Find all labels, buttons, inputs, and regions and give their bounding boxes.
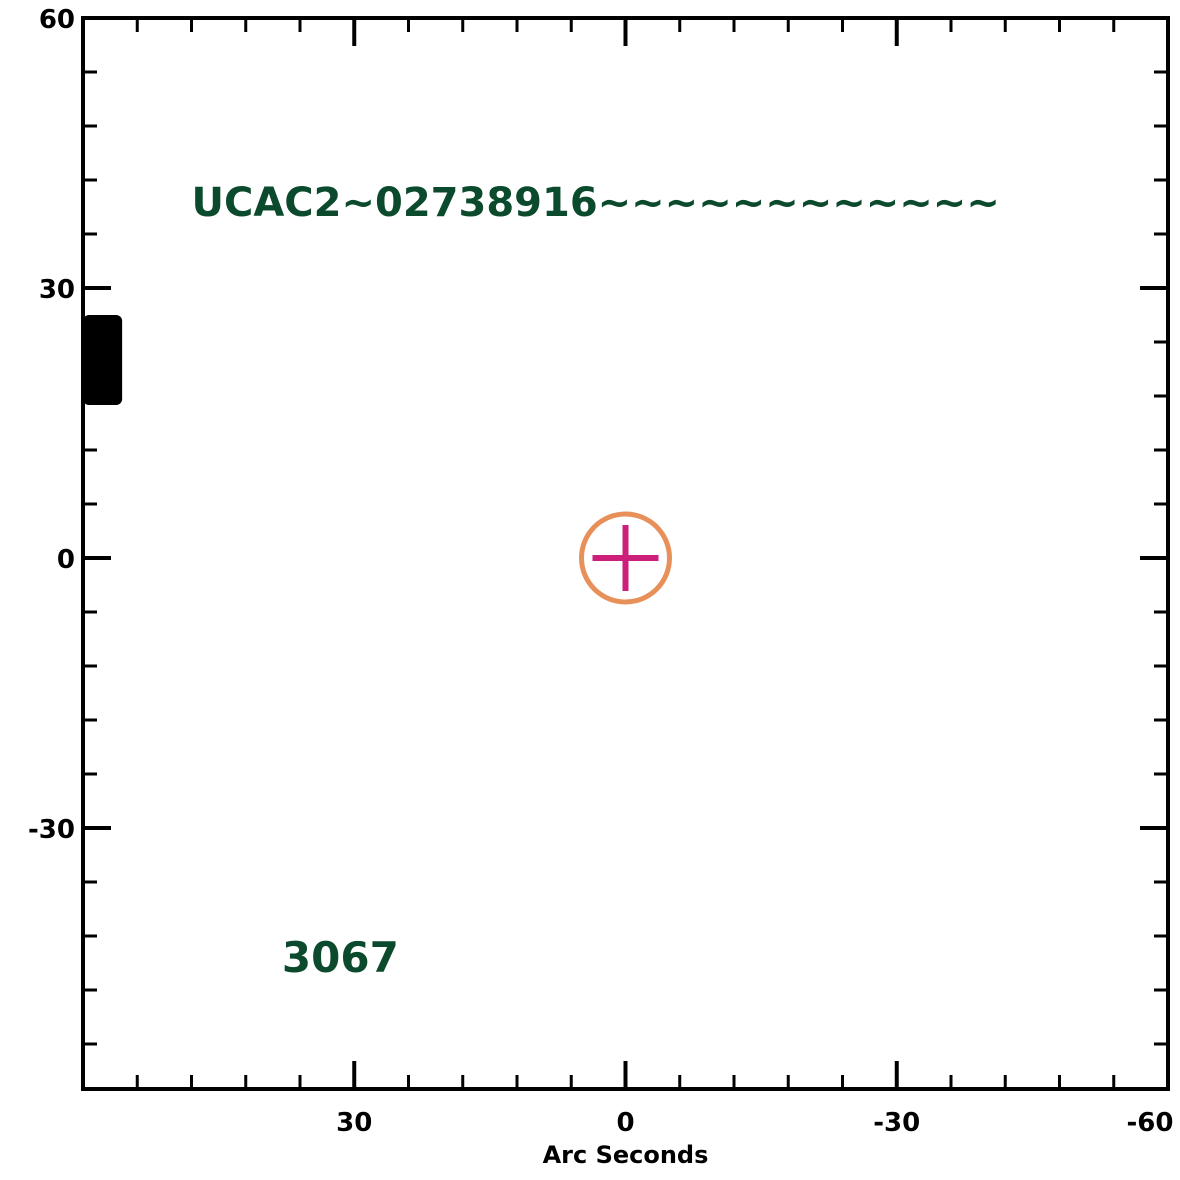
value-label: 3067	[282, 933, 399, 982]
source-blob-layer	[83, 315, 123, 405]
y-tick-label: 60	[39, 5, 75, 35]
y-tick-label: 30	[39, 275, 75, 305]
x-tick-label: 0	[616, 1108, 634, 1138]
tick-labels: 30 0 -30 -60 60 30 0 -30	[28, 5, 1173, 1138]
x-tick-label: -60	[1127, 1108, 1174, 1138]
axis-ticks	[83, 16, 1170, 1089]
y-tick-label: 0	[57, 545, 75, 575]
source-blob	[83, 315, 123, 405]
target-cross-marker	[592, 525, 659, 591]
x-tick-label: 30	[336, 1108, 372, 1138]
x-axis-title: Arc Seconds	[543, 1141, 709, 1169]
catalog-id-label: UCAC2~02738916~~~~~~~~~~~~	[192, 180, 1000, 226]
x-tick-label: -30	[873, 1108, 920, 1138]
target-circle-marker	[579, 511, 672, 605]
annotations: UCAC2~02738916~~~~~~~~~~~~ 3067	[192, 180, 1000, 982]
y-tick-label: -30	[28, 815, 75, 845]
target-markers	[579, 511, 672, 605]
